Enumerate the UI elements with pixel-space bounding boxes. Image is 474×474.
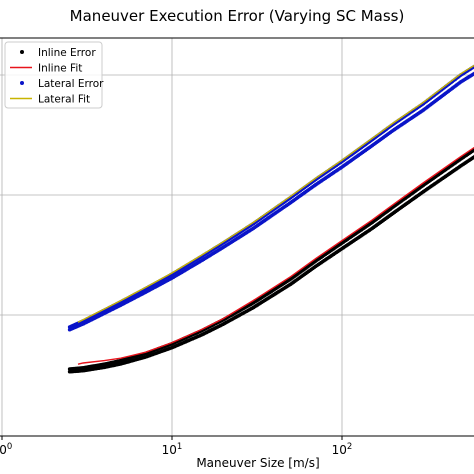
plot-series <box>67 64 474 374</box>
legend-label-1: Inline Fit <box>38 63 82 75</box>
chart-title: Maneuver Execution Error (Varying SC Mas… <box>70 7 405 25</box>
legend-label-2: Lateral Error <box>38 78 104 90</box>
legend-marker-0 <box>20 50 24 54</box>
x-axis-label: Maneuver Size [m/s] <box>196 456 319 470</box>
plot-frame <box>0 37 474 437</box>
x-tick-label-1: 101 <box>162 442 183 457</box>
x-tick-label-2: 102 <box>332 442 353 457</box>
x-axis-ticks: 100 101 102 <box>0 436 352 457</box>
legend-marker-2 <box>20 81 24 85</box>
series-inline-fit <box>77 146 474 365</box>
legend-label-3: Lateral Fit <box>38 94 90 106</box>
legend-label-0: Inline Error <box>38 47 96 59</box>
series-lateral-fit <box>77 64 474 323</box>
series-inline-error <box>67 147 474 374</box>
legend-box <box>4 41 103 109</box>
legend-items: Inline Error Inline Fit Lateral Error Later… <box>10 47 104 106</box>
legend: Inline Error Inline Fit Lateral Error Later… <box>4 41 104 109</box>
series-lateral-error <box>67 64 474 332</box>
x-tick-label-0: 100 <box>0 442 12 457</box>
